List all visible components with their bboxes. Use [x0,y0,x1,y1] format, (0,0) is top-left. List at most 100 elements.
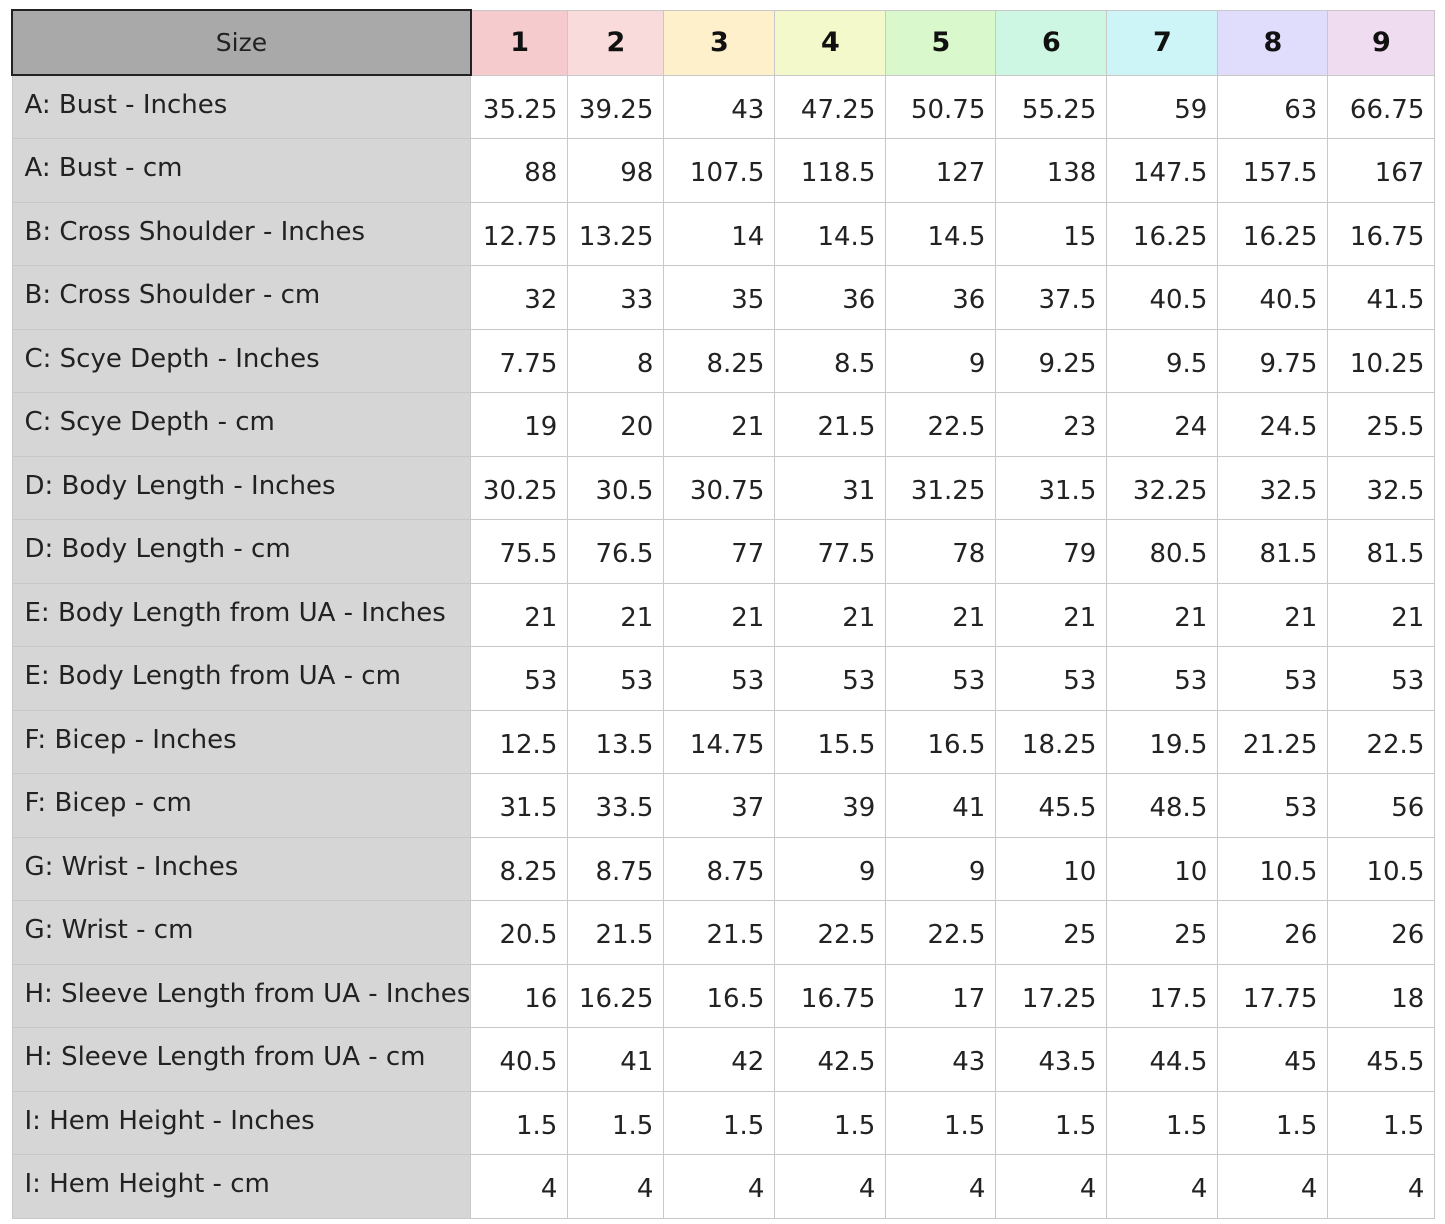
table-cell: 10 [995,836,1108,901]
table-cell: 56 [1327,773,1436,838]
table-cell: 17.5 [1106,963,1219,1028]
table-cell: 1.5 [774,1090,887,1155]
table-cell: 40.5 [1106,265,1219,330]
table-cell: 10.25 [1327,328,1436,393]
table-row: G: Wrist - Inches 8.25 8.75 8.75 9 9 10 10 10.5 1… [11,836,1436,901]
table-cell: 32 [470,265,569,330]
table-cell: 12.5 [470,709,569,774]
table-cell: 16.5 [663,963,776,1028]
table-cell: 53 [774,646,887,711]
table-cell: 48.5 [1106,773,1219,838]
size-column-header: 9 [1327,9,1436,76]
table-cell: 24.5 [1217,392,1329,457]
table-cell: 55.25 [995,74,1108,139]
table-cell: 42.5 [774,1027,887,1092]
table-cell: 18.25 [995,709,1108,774]
size-column-header: 7 [1106,9,1219,76]
row-label: C: Scye Depth - Inches [11,328,472,393]
table-cell: 40.5 [1217,265,1329,330]
table-cell: 16.25 [1217,201,1329,266]
table-cell: 33 [567,265,665,330]
table-cell: 31.5 [470,773,569,838]
table-cell: 53 [567,646,665,711]
row-label: E: Body Length from UA - cm [11,646,472,711]
size-column-header: 4 [774,9,887,76]
table-cell: 41 [567,1027,665,1092]
table-cell: 42 [663,1027,776,1092]
table-cell: 39 [774,773,887,838]
table-cell: 8.25 [663,328,776,393]
table-cell: 80.5 [1106,519,1219,584]
table-cell: 9 [885,836,997,901]
table-cell: 31.25 [885,455,997,520]
size-column-header: 2 [567,9,665,76]
table-cell: 21.25 [1217,709,1329,774]
table-cell: 1.5 [567,1090,665,1155]
row-label: A: Bust - Inches [11,74,472,139]
table-cell: 75.5 [470,519,569,584]
row-label: C: Scye Depth - cm [11,392,472,457]
table-cell: 21 [774,582,887,647]
table-cell: 4 [1327,1154,1436,1219]
table-cell: 21 [995,582,1108,647]
table-cell: 4 [774,1154,887,1219]
table-cell: 4 [567,1154,665,1219]
table-cell: 10 [1106,836,1219,901]
table-row: D: Body Length - cm 75.5 76.5 77 77.5 78 79 80.… [11,519,1436,584]
table-row: A: Bust - Inches 35.25 39.25 43 47.25 50.75 55… [11,74,1436,139]
table-cell: 4 [995,1154,1108,1219]
table-cell: 16 [470,963,569,1028]
table-row: A: Bust - cm 88 98 107.5 118.5 127 138 147.5 157… [11,138,1436,203]
table-cell: 138 [995,138,1108,203]
table-row: I: Hem Height - Inches 1.5 1.5 1.5 1.5 1.5 1.5… [11,1090,1436,1155]
table-cell: 25 [995,900,1108,965]
table-cell: 37 [663,773,776,838]
table-cell: 77 [663,519,776,584]
table-cell: 1.5 [663,1090,776,1155]
table-cell: 45.5 [1327,1027,1436,1092]
table-cell: 1.5 [885,1090,997,1155]
table-cell: 1.5 [1217,1090,1329,1155]
table-cell: 21.5 [774,392,887,457]
table-cell: 32.5 [1327,455,1436,520]
table-cell: 1.5 [1327,1090,1436,1155]
row-label: F: Bicep - cm [11,773,472,838]
table-cell: 36 [774,265,887,330]
table-cell: 22.5 [1327,709,1436,774]
table-cell: 8.75 [663,836,776,901]
table-cell: 4 [885,1154,997,1219]
table-cell: 53 [885,646,997,711]
table-cell: 81.5 [1217,519,1329,584]
table-cell: 1.5 [995,1090,1108,1155]
table-cell: 21 [663,582,776,647]
table-cell: 32.25 [1106,455,1219,520]
table-cell: 8.75 [567,836,665,901]
table-cell: 16.25 [567,963,665,1028]
table-cell: 88 [470,138,569,203]
table-cell: 43.5 [995,1027,1108,1092]
table-row: H: Sleeve Length from UA - cm 40.5 41 42 42.… [11,1027,1436,1092]
row-label: G: Wrist - Inches [11,836,472,901]
table-cell: 8.5 [774,328,887,393]
table-cell: 53 [995,646,1108,711]
row-label: H: Sleeve Length from UA - cm [11,1027,472,1092]
table-row: B: Cross Shoulder - Inches 12.75 13.25 14 14… [11,201,1436,266]
table-row: C: Scye Depth - Inches 7.75 8 8.25 8.5 9 9.25 9… [11,328,1436,393]
table-cell: 21 [1217,582,1329,647]
size-column-header: 3 [663,9,776,76]
table-cell: 17.75 [1217,963,1329,1028]
table-cell: 40.5 [470,1027,569,1092]
table-row: C: Scye Depth - cm 19 20 21 21.5 22.5 23 24 24.5… [11,392,1436,457]
table-cell: 35 [663,265,776,330]
size-column-header: 1 [470,9,569,76]
row-label: G: Wrist - cm [11,900,472,965]
table-cell: 53 [1217,773,1329,838]
table-cell: 4 [1106,1154,1219,1219]
table-cell: 7.75 [470,328,569,393]
table-cell: 39.25 [567,74,665,139]
table-cell: 43 [885,1027,997,1092]
table-cell: 21 [470,582,569,647]
table-cell: 22.5 [885,392,997,457]
table-cell: 31 [774,455,887,520]
